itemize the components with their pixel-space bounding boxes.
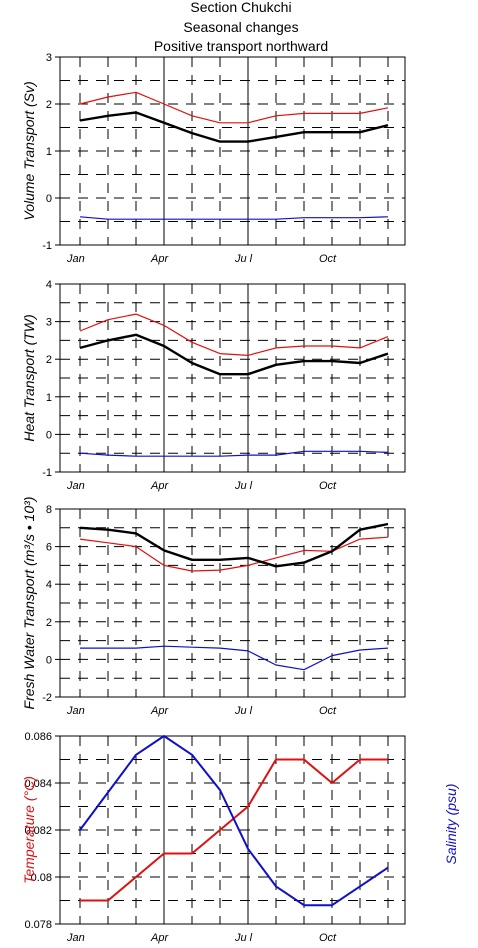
series-line-blue [80, 645, 389, 671]
y-tick-label: 1 [46, 146, 52, 158]
y-tick-label: -1 [42, 240, 52, 252]
y-tick-label: 2 [46, 617, 52, 629]
y-axis-label: Volume Transport (Sv) [21, 81, 37, 220]
y-tick-label: 0.084 [24, 778, 52, 790]
y-tick-label: 2 [46, 354, 52, 366]
series-line-blue [79, 450, 389, 457]
title-line-1: Section Chukchi [190, 0, 291, 15]
series-line-red [79, 536, 389, 572]
x-tick-label: Jan [66, 253, 85, 265]
y-tick-label: 0 [46, 654, 52, 666]
y-tick-label: 0.08 [31, 872, 52, 884]
y-tick-label: 1 [46, 392, 52, 404]
x-tick-label: Jan [66, 705, 85, 717]
x-tick-label: Oct [319, 480, 337, 492]
y-tick-label: 0.086 [24, 731, 52, 743]
title-line-3: Positive transport northward [154, 38, 328, 54]
y-tick-label: 0 [46, 193, 52, 205]
y-tick-label: 4 [46, 279, 52, 291]
chart-panel-1: -1 0 1 2 3 Jan Apr Ju l Oct Volume Transport (Sv) [21, 52, 406, 265]
x-tick-label: Jan [66, 480, 85, 492]
y-axis-label: Fresh Water Transport (m³/s • 10³) [21, 497, 37, 710]
series-line-blue [79, 735, 389, 907]
y-tick-label: 4 [46, 579, 52, 591]
series-line-black [79, 111, 389, 143]
y-axis-label: Temperature (°C) [21, 776, 37, 884]
title-line-2: Seasonal changes [183, 19, 298, 35]
series-line-red [79, 313, 389, 356]
y-tick-label: 3 [46, 52, 52, 64]
x-tick-label: Ju l [234, 480, 253, 492]
x-tick-label: Ju l [234, 705, 253, 717]
series-line-red [79, 91, 389, 124]
y-tick-label: -2 [42, 692, 52, 704]
x-tick-label: Apr [150, 253, 169, 265]
y-tick-label: 0 [46, 429, 52, 441]
x-tick-label: Oct [319, 705, 337, 717]
y-axis-label-right: Salinity (psu) [443, 784, 459, 865]
x-tick-label: Apr [150, 705, 169, 717]
series-line-blue [79, 216, 389, 220]
x-tick-label: Ju l [234, 932, 253, 944]
y-tick-label: 2 [46, 99, 52, 111]
y-tick-label: -1 [42, 467, 52, 479]
y-tick-label: 3 [46, 317, 52, 329]
chart-panel-3: -2 0 2 4 6 8 Jan Apr Ju l Oct Fresh Water Transpor… [21, 497, 406, 717]
x-tick-label: Apr [150, 480, 169, 492]
y-tick-label: 0.078 [24, 919, 52, 931]
series-line-black [79, 333, 389, 376]
series-line-black [79, 522, 389, 568]
x-tick-label: Jan [66, 932, 85, 944]
x-tick-label: Oct [319, 253, 337, 265]
chart-panel-4: 0.078 0.08 0.082 0.084 0.086 Jan Apr Ju l Oct Tem… [21, 731, 459, 944]
y-tick-label: 6 [46, 542, 52, 554]
y-tick-label: 8 [46, 504, 52, 516]
x-tick-label: Oct [319, 932, 337, 944]
series-line-red [80, 758, 388, 902]
y-tick-label: 0.082 [24, 825, 52, 837]
y-axis-label: Heat Transport (TW) [21, 314, 37, 441]
x-tick-label: Ju l [234, 253, 253, 265]
x-tick-label: Apr [150, 932, 169, 944]
chart-panel-2: -1 0 1 2 3 4 Jan Apr Ju l Oct Heat Transport (TW) [21, 279, 406, 492]
